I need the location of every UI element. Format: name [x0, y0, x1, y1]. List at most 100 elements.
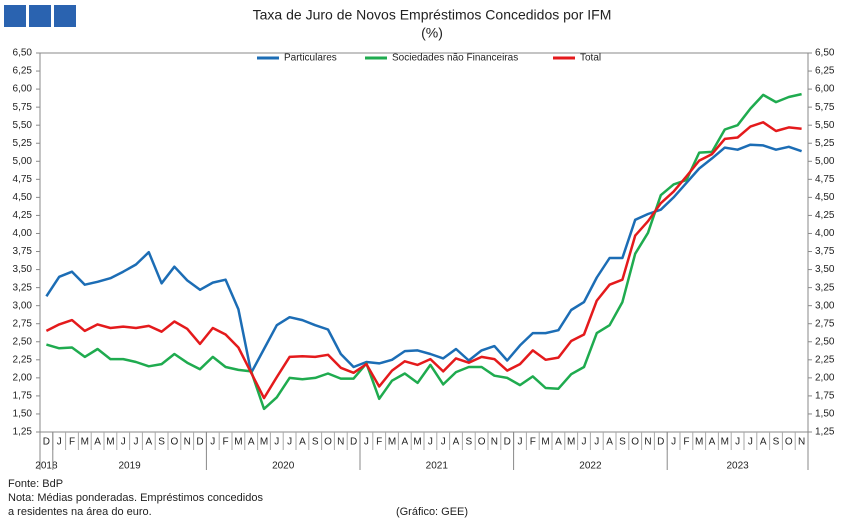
x-tick-label: J	[594, 437, 599, 448]
x-tick-label: F	[376, 437, 382, 448]
year-label: 2020	[272, 461, 295, 472]
x-tick-label: O	[171, 437, 179, 448]
y2-tick-label: 2,75	[815, 318, 835, 329]
y2-tick-label: 5,25	[815, 138, 835, 149]
year-label: 2021	[426, 461, 449, 472]
year-label: 2022	[579, 461, 602, 472]
y2-tick-label: 5,75	[815, 102, 835, 113]
x-tick-label: A	[709, 437, 716, 448]
x-tick-label: M	[413, 437, 421, 448]
y-tick-label: 5,00	[13, 156, 33, 167]
y2-tick-label: 6,25	[815, 66, 835, 77]
x-tick-label: A	[299, 437, 306, 448]
x-tick-label: M	[541, 437, 549, 448]
x-tick-label: F	[223, 437, 229, 448]
y-tick-label: 3,75	[13, 246, 33, 257]
note: a residentes na área do euro.	[8, 506, 152, 518]
x-tick-label: O	[631, 437, 639, 448]
x-tick-label: J	[274, 437, 279, 448]
x-tick-label: S	[773, 437, 780, 448]
x-tick-label: J	[441, 437, 446, 448]
series-line	[45, 121, 802, 400]
y2-tick-label: 3,25	[815, 282, 835, 293]
legend-label: Total	[580, 53, 601, 64]
x-tick-label: J	[210, 437, 215, 448]
x-tick-label: A	[760, 437, 767, 448]
y-tick-label: 2,50	[13, 336, 33, 347]
y2-tick-label: 4,75	[815, 174, 835, 185]
x-tick-label: M	[106, 437, 114, 448]
source: Fonte: BdP	[8, 478, 63, 490]
credit: (Gráfico: GEE)	[396, 506, 468, 518]
x-tick-label: A	[606, 437, 613, 448]
x-tick-label: J	[134, 437, 139, 448]
year-label: 2019	[118, 461, 141, 472]
y-tick-label: 1,25	[13, 427, 33, 438]
y2-tick-label: 2,25	[815, 354, 835, 365]
y-tick-label: 3,50	[13, 264, 33, 275]
x-tick-label: O	[478, 437, 486, 448]
x-tick-label: A	[94, 437, 101, 448]
x-tick-label: D	[504, 437, 511, 448]
y-tick-label: 1,75	[13, 391, 33, 402]
y-tick-label: 5,50	[13, 120, 33, 131]
chart-title: Taxa de Juro de Novos Empréstimos Conced…	[253, 7, 612, 23]
y2-tick-label: 5,50	[815, 120, 835, 131]
x-tick-label: S	[312, 437, 319, 448]
y-tick-label: 6,25	[13, 66, 33, 77]
y-tick-label: 4,50	[13, 192, 33, 203]
legend-label: Particulares	[284, 53, 337, 64]
x-tick-label: D	[196, 437, 203, 448]
y2-tick-label: 4,50	[815, 192, 835, 203]
y-tick-label: 2,75	[13, 318, 33, 329]
year-label: 2023	[726, 461, 749, 472]
year-label: 2018	[35, 461, 58, 472]
y2-tick-label: 2,00	[815, 372, 835, 383]
x-tick-label: A	[555, 437, 562, 448]
y2-tick-label: 1,25	[815, 427, 835, 438]
y-tick-label: 2,25	[13, 354, 33, 365]
x-tick-label: M	[388, 437, 396, 448]
y2-tick-label: 6,00	[815, 84, 835, 95]
x-tick-label: J	[121, 437, 126, 448]
x-tick-label: O	[785, 437, 793, 448]
x-tick-label: J	[364, 437, 369, 448]
x-tick-label: M	[567, 437, 575, 448]
x-tick-label: J	[57, 437, 62, 448]
x-tick-label: J	[671, 437, 676, 448]
x-tick-label: F	[69, 437, 75, 448]
x-tick-label: A	[453, 437, 460, 448]
x-tick-label: M	[81, 437, 89, 448]
x-tick-label: N	[798, 437, 805, 448]
y2-tick-label: 1,75	[815, 391, 835, 402]
y-tick-label: 2,00	[13, 372, 33, 383]
x-tick-label: D	[657, 437, 664, 448]
x-tick-label: A	[145, 437, 152, 448]
y2-tick-label: 6,50	[815, 48, 835, 59]
y2-tick-label: 4,00	[815, 228, 835, 239]
x-tick-label: M	[234, 437, 242, 448]
x-tick-label: M	[721, 437, 729, 448]
x-tick-label: D	[43, 437, 50, 448]
y-tick-label: 5,25	[13, 138, 33, 149]
note: Nota: Médias ponderadas. Empréstimos con…	[8, 492, 263, 504]
y2-tick-label: 5,00	[815, 156, 835, 167]
y-tick-label: 6,00	[13, 84, 33, 95]
x-tick-label: J	[287, 437, 292, 448]
y2-tick-label: 2,50	[815, 336, 835, 347]
x-tick-label: J	[582, 437, 587, 448]
x-tick-label: M	[695, 437, 703, 448]
y-tick-label: 1,50	[13, 409, 33, 420]
x-tick-label: F	[683, 437, 689, 448]
legend-label: Sociedades não Financeiras	[392, 53, 518, 64]
logo-square	[54, 5, 76, 27]
x-tick-label: N	[644, 437, 651, 448]
x-tick-label: N	[491, 437, 498, 448]
logo-square	[4, 5, 26, 27]
series-line	[45, 143, 803, 375]
x-tick-label: S	[158, 437, 165, 448]
y-tick-label: 5,75	[13, 102, 33, 113]
x-tick-label: A	[248, 437, 255, 448]
y2-tick-label: 1,50	[815, 409, 835, 420]
